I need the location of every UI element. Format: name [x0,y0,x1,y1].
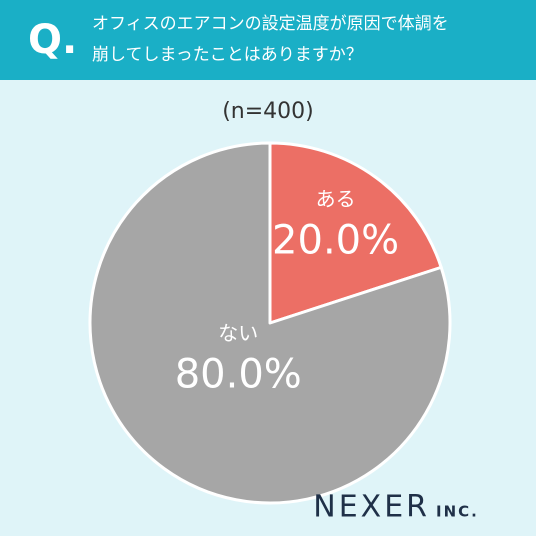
slice-category-label: ない [218,321,258,345]
pie-slice [268,141,443,325]
question-mark: Q. [28,17,77,63]
question-line: 崩してしまったことはありますか？ [92,45,363,65]
question-line: オフィスのエアコンの設定温度が原因で体調を [92,14,449,34]
slice-category-label: ある [316,187,356,211]
header-band [0,0,536,80]
logo-suffix: INC. [436,503,479,521]
chart-subtitle: (n=400) [222,99,314,124]
slice-value-label: 20.0% [272,218,399,264]
pie-labels: ある 20.0% ない 80.0% [175,187,399,397]
pie [88,141,452,505]
slice-value-label: 80.0% [175,352,302,398]
pie-slice [88,141,452,505]
logo-name: NEXER [313,490,430,525]
